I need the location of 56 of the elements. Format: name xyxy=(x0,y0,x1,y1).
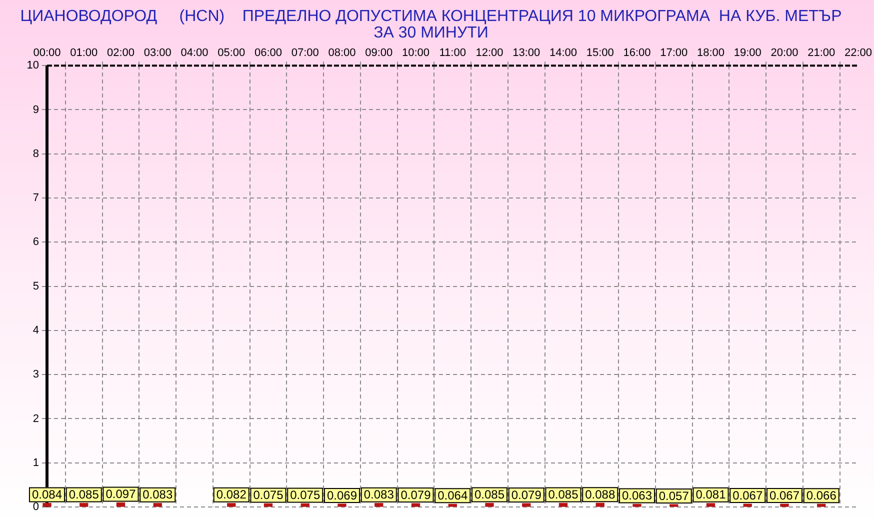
x-tick-label: 18:00 xyxy=(696,47,725,60)
data-label: 0.088 xyxy=(585,487,616,502)
data-label: 0.079 xyxy=(511,488,542,502)
data-label: 0.063 xyxy=(622,488,652,503)
y-tick-label: 4 xyxy=(32,324,39,336)
x-tick-label: 05:00 xyxy=(218,47,246,60)
x-tick-label: 12:00 xyxy=(476,47,504,60)
y-tick-label: 5 xyxy=(32,280,39,292)
y-tick-label: 9 xyxy=(32,104,39,116)
x-tick-label: 13:00 xyxy=(512,47,540,60)
data-label: 0.075 xyxy=(290,488,320,502)
y-tick-label: 10 xyxy=(26,60,39,72)
x-tick-label: 08:00 xyxy=(328,47,356,60)
y-tick-label: 2 xyxy=(32,412,39,425)
x-tick-label: 17:00 xyxy=(660,47,688,60)
data-label: 0.067 xyxy=(732,488,763,502)
x-tick-label: 01:00 xyxy=(70,47,98,60)
chart-title: ЦИАНОВОДОРОД (HCN) ПРЕДЕЛНО ДОПУСТИМА КОНЦЕНТРАЦИЯ 10 МИКРОГРАМА НА КУБ. МЕТЪР ЗА 30 МИНУТИ xyxy=(20,8,842,42)
data-label: 0.097 xyxy=(106,487,136,502)
x-tick-label: 19:00 xyxy=(734,47,762,60)
x-tick-label: 11:00 xyxy=(439,47,466,60)
y-tick-label: 7 xyxy=(32,192,39,204)
y-tick-label: 0 xyxy=(32,501,39,514)
x-tick-label: 21:00 xyxy=(808,47,836,60)
data-label: 0.085 xyxy=(474,488,505,502)
x-tick-label: 07:00 xyxy=(291,47,319,60)
data-label: 0.069 xyxy=(326,488,358,502)
data-label: 0.085 xyxy=(548,488,579,502)
data-label: 0.079 xyxy=(400,488,432,502)
x-tick-label: 04:00 xyxy=(180,47,208,60)
data-label: 0.067 xyxy=(769,488,800,502)
data-label: 0.064 xyxy=(438,488,468,502)
data-label: 0.085 xyxy=(68,488,100,502)
x-tick-label: 09:00 xyxy=(365,47,393,60)
data-label: 0.082 xyxy=(216,488,247,502)
data-label: 0.057 xyxy=(658,488,690,503)
y-tick-label: 6 xyxy=(32,236,39,248)
x-tick-label: 15:00 xyxy=(586,47,614,60)
x-tick-label: 10:00 xyxy=(402,47,430,60)
y-tick-label: 1 xyxy=(32,456,39,469)
data-label: 0.075 xyxy=(253,488,284,502)
x-tick-label: 02:00 xyxy=(106,47,135,60)
x-tick-label: 00:00 xyxy=(33,47,61,60)
data-label: 0.083 xyxy=(364,488,394,502)
x-tick-label: 03:00 xyxy=(144,47,172,60)
y-tick-label: 3 xyxy=(32,368,39,381)
x-tick-label: 16:00 xyxy=(623,47,651,60)
x-tick-label: 20:00 xyxy=(770,47,798,60)
data-label: 0.084 xyxy=(32,488,62,502)
data-label: 0.066 xyxy=(806,488,837,502)
x-tick-label: 22:00 xyxy=(844,47,872,60)
x-tick-label: 06:00 xyxy=(254,47,282,60)
y-tick-label: 8 xyxy=(32,148,39,160)
data-label: 0.083 xyxy=(142,488,173,502)
x-tick-label: 14:00 xyxy=(549,47,578,60)
data-label: 0.081 xyxy=(696,488,726,502)
